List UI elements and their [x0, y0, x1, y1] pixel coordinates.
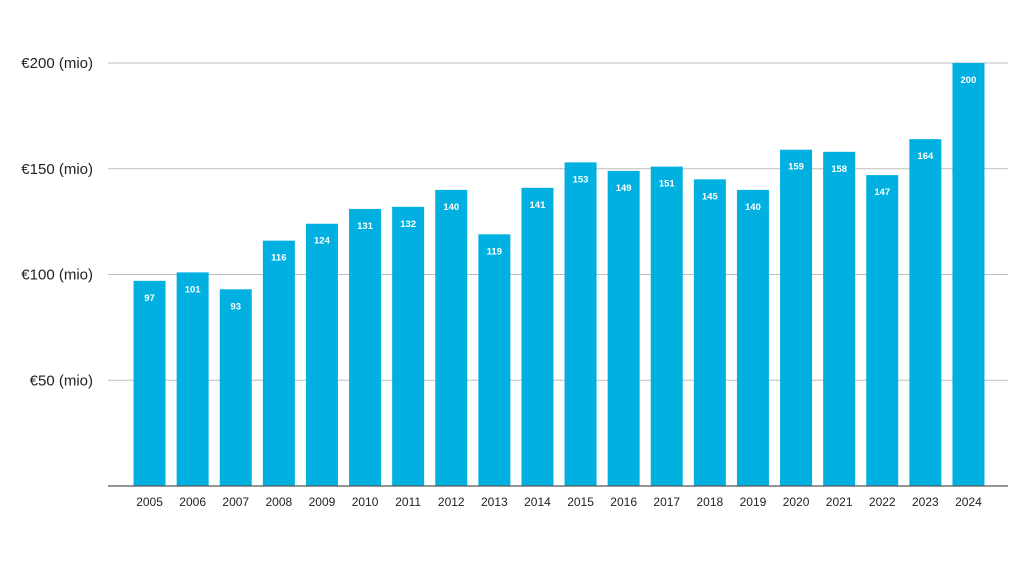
x-tick-label: 2021 [826, 495, 853, 509]
y-axis-ticks: €50 (mio) €100 (mio) €150 (mio) €200 (mio) [21, 55, 93, 389]
x-tick-label: 2010 [352, 495, 379, 509]
bar [780, 149, 813, 486]
bar [219, 289, 252, 486]
bar [736, 189, 769, 486]
data-label: 149 [616, 183, 632, 194]
bar [133, 280, 166, 486]
bar [650, 166, 683, 486]
x-tick-label: 2022 [869, 495, 896, 509]
data-label: 145 [702, 191, 719, 202]
data-label: 158 [831, 164, 847, 175]
x-tick-label: 2017 [653, 495, 680, 509]
data-label: 140 [745, 202, 761, 213]
x-tick-label: 2011 [395, 495, 421, 509]
y-tick-label: €100 (mio) [21, 267, 93, 284]
data-label: 140 [443, 202, 459, 213]
x-tick-label: 2009 [309, 495, 336, 509]
bar [823, 151, 856, 486]
y-tick-label: €200 (mio) [21, 55, 93, 72]
bar [392, 206, 425, 486]
data-label: 151 [659, 179, 676, 190]
x-tick-label: 2020 [783, 495, 810, 509]
data-label: 101 [185, 284, 202, 295]
y-tick-label: €150 (mio) [21, 161, 93, 178]
bar [909, 139, 942, 486]
data-label: 141 [530, 200, 547, 211]
x-tick-label: 2023 [912, 495, 939, 509]
bar [952, 63, 985, 486]
x-tick-label: 2015 [567, 495, 594, 509]
bar [866, 175, 899, 486]
bar [305, 223, 338, 487]
data-label: 200 [961, 75, 977, 86]
data-label: 132 [400, 219, 416, 230]
data-label: 119 [487, 246, 502, 257]
x-tick-label: 2016 [610, 495, 637, 509]
data-labels: 97 101 93 116 124 131 132 140 119 141 153 149 151 145… [144, 75, 976, 312]
x-tick-label: 2018 [696, 495, 723, 509]
bar [262, 240, 295, 486]
bar [349, 208, 382, 486]
data-label: 131 [357, 221, 374, 232]
bar [607, 170, 640, 487]
x-tick-label: 2005 [136, 495, 163, 509]
x-tick-label: 2008 [265, 495, 292, 509]
x-tick-label: 2024 [955, 495, 982, 509]
bar [435, 189, 468, 486]
x-tick-label: 2012 [438, 495, 465, 509]
bar [521, 187, 554, 486]
x-tick-label: 2013 [481, 495, 508, 509]
data-label: 116 [271, 253, 286, 264]
data-label: 93 [230, 301, 241, 312]
x-tick-label: 2006 [179, 495, 206, 509]
x-tick-label: 2007 [222, 495, 249, 509]
data-label: 159 [788, 162, 804, 173]
bar [176, 272, 209, 486]
data-label: 164 [917, 151, 934, 162]
bar [478, 234, 511, 486]
bar [564, 162, 597, 486]
x-tick-label: 2019 [740, 495, 767, 509]
x-axis-ticks: 2005 2006 2007 2008 2009 2010 2011 2012 2013 2014… [136, 495, 982, 509]
bar [693, 179, 726, 486]
data-label: 124 [314, 236, 331, 247]
data-label: 153 [573, 174, 589, 185]
bars [133, 63, 985, 487]
y-tick-label: €50 (mio) [30, 372, 93, 389]
gridlines [108, 62, 1008, 381]
data-label: 97 [144, 293, 155, 304]
data-label: 147 [874, 187, 890, 198]
x-tick-label: 2014 [524, 495, 551, 509]
